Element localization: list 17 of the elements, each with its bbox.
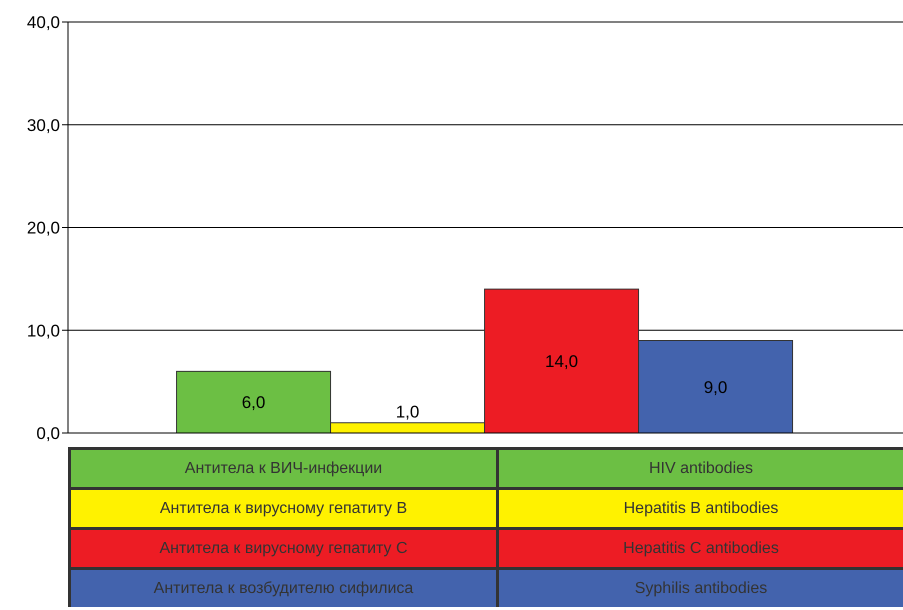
y-tick-label: 20,0 [26,218,60,238]
data-label: 9,0 [704,378,728,397]
text: HIV antibodies [648,458,754,478]
data-label: 14,0 [545,352,578,372]
y-tick-label: 30,0 [26,116,60,135]
text: Hepatitis B antibodies [622,498,780,518]
text: Антитела к вирусному гепатиту C [71,530,499,567]
y-tick-label: 10,0 [26,321,60,340]
y-tick-label: 40,0 [26,13,60,32]
series-label: Антитела к ВИЧ-инфекции [71,450,499,487]
data-label: 6,0 [242,393,266,412]
text: Антитела к вирусному гепатиту B [71,490,499,527]
text: Антитела к возбудителю сифилиса [71,570,499,607]
y-tick-label: 0,0 [36,424,60,444]
text: Hepatitis C antibodies [622,538,780,558]
data-label: 1,0 [396,402,420,422]
text: Syphilis antibodies [634,578,768,598]
